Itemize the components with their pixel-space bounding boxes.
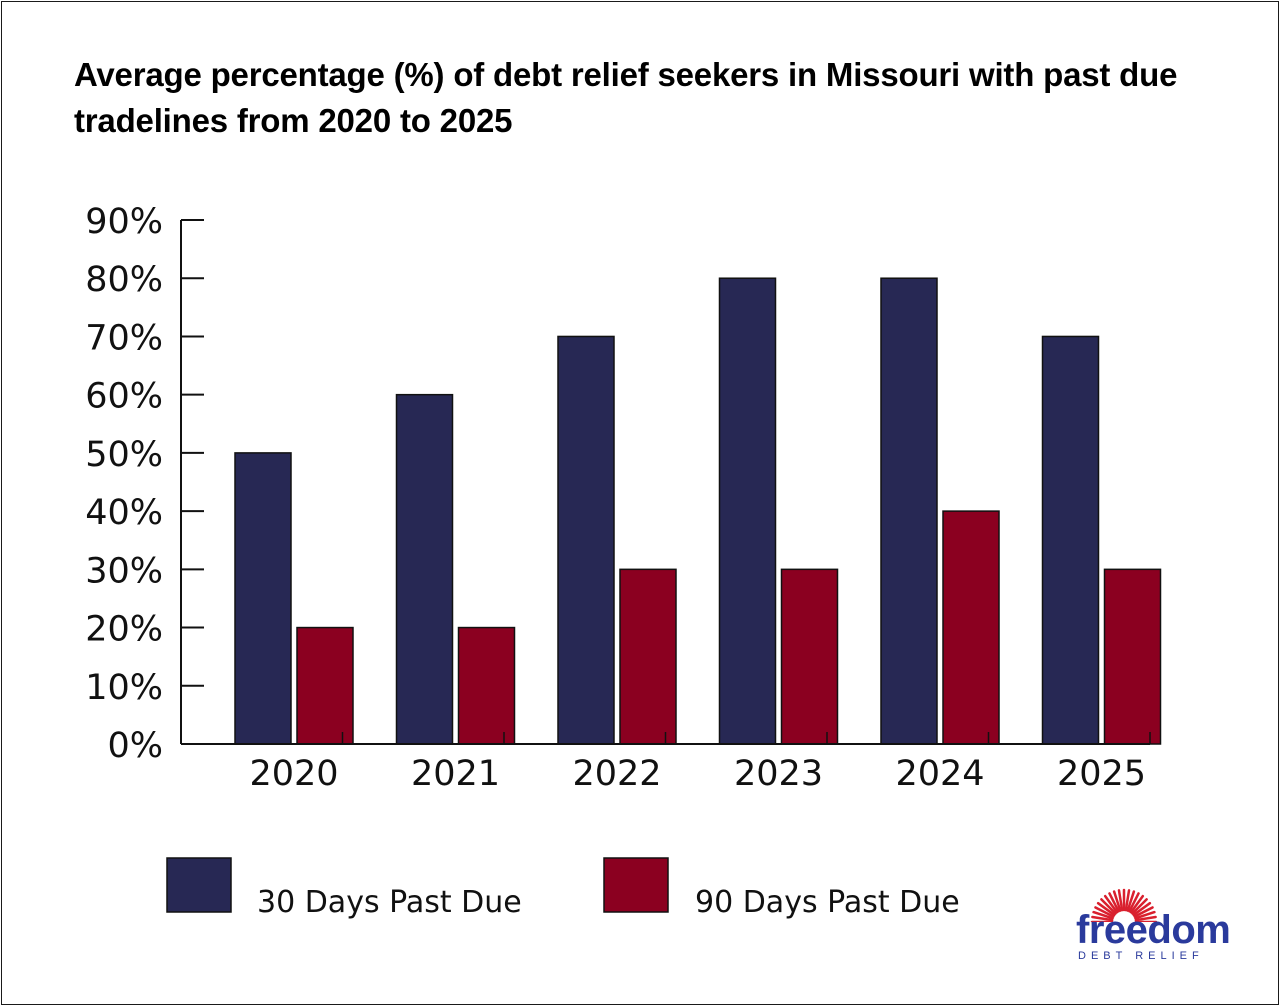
sun-ray	[1129, 894, 1145, 914]
bar-30-days-2024	[880, 277, 938, 745]
sun-ray	[1132, 901, 1152, 917]
legend: 30 Days Past Due 90 Days Past Due	[166, 857, 960, 920]
logo-subtitle: DEBT RELIEF	[1078, 950, 1204, 962]
y-tick-label: 60%	[85, 377, 163, 417]
x-tick-label: 2022	[572, 754, 661, 794]
bar-30-days-2023	[718, 277, 777, 745]
y-tick-label: 50%	[85, 435, 163, 475]
y-tick-label: 40%	[85, 493, 163, 533]
bar-90-days-2022	[619, 568, 677, 745]
sun-ray	[1091, 915, 1114, 922]
x-tick-label: 2024	[895, 754, 984, 794]
sunburst-icon	[1090, 888, 1158, 922]
legend-label-90-days: 90 Days Past Due	[695, 885, 960, 920]
sun-ray	[1131, 898, 1148, 915]
sun-ray	[1094, 906, 1115, 918]
y-tick-label: 80%	[85, 260, 163, 300]
sun-ray	[1134, 915, 1157, 922]
sun-ray	[1108, 892, 1120, 913]
bar-30-days-2025	[1041, 335, 1100, 745]
bar-90-days-2025	[1103, 568, 1162, 745]
sun-ray	[1103, 894, 1119, 914]
sun-ray	[1128, 892, 1140, 913]
y-tick-labels: 0% 10% 20% 30% 40% 50% 60% 70% 80% 90%	[85, 202, 163, 766]
sun-ray	[1092, 910, 1114, 920]
legend-label-30-days: 30 Days Past Due	[257, 885, 522, 920]
sun-ray	[1124, 889, 1131, 912]
legend-swatch-90-days	[603, 857, 669, 913]
bar-90-days-2024	[942, 510, 1000, 745]
bar-90-days-2020	[296, 626, 354, 745]
bar-90-days-2021	[457, 626, 516, 745]
sun-ray	[1133, 906, 1154, 918]
y-tick-label: 70%	[85, 318, 163, 358]
bars-layer	[234, 277, 1162, 745]
bar-30-days-2020	[234, 452, 292, 745]
y-tick-label: 30%	[85, 551, 163, 591]
bar-30-days-2022	[557, 335, 615, 745]
sun-ray	[1096, 901, 1116, 917]
sun-ray	[1112, 890, 1122, 912]
sun-ray	[1100, 898, 1117, 915]
y-tick-label: 0%	[107, 726, 163, 766]
x-tick-label: 2025	[1057, 754, 1146, 794]
bar-30-days-2021	[395, 393, 454, 745]
y-tick-label: 20%	[85, 610, 163, 650]
sun-ray	[1117, 889, 1124, 912]
chart-title: Average percentage (%) of debt relief se…	[74, 56, 1178, 139]
logo-wordmark: freedom	[1076, 908, 1231, 952]
x-tick-label: 2023	[734, 754, 823, 794]
freedom-debt-relief-logo: freedom DEBT RELIEF	[1066, 872, 1236, 962]
y-tick-label: 90%	[85, 202, 163, 242]
legend-swatch-30-days	[166, 857, 232, 913]
y-tick-label: 10%	[85, 668, 163, 708]
x-tick-labels: 2020 2021 2022 2023 2024 2025	[249, 754, 1146, 794]
axes-layer	[180, 219, 1151, 745]
x-tick-label: 2020	[249, 754, 338, 794]
sun-ray	[1134, 910, 1156, 920]
sun-ray	[1126, 890, 1136, 912]
x-tick-label: 2021	[411, 754, 500, 794]
bar-90-days-2023	[780, 568, 839, 745]
